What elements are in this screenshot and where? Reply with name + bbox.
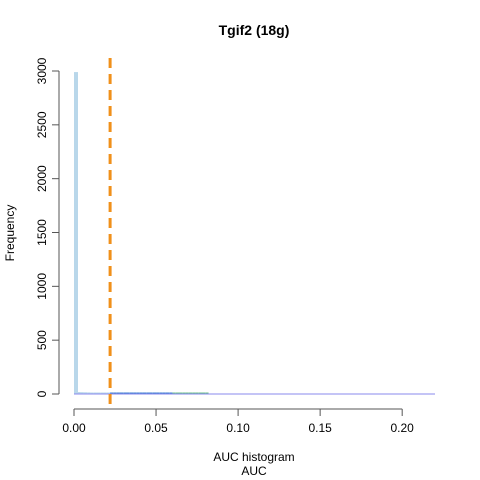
histogram-bar [113, 392, 117, 394]
histogram-bar [198, 392, 202, 394]
histogram-bar [123, 392, 127, 394]
histogram-bar [110, 392, 114, 394]
histogram-bar [152, 392, 157, 394]
x-tick-label: 0.20 [391, 421, 415, 435]
y-tick-label: 2500 [35, 111, 49, 138]
chart-title: Tgif2 (18g) [219, 22, 290, 38]
histogram-bar [103, 392, 107, 394]
histogram-bar [100, 392, 104, 394]
histogram-bar [159, 392, 163, 394]
histogram-bar [192, 392, 196, 394]
y-tick-label: 500 [35, 330, 49, 350]
histogram-bar [74, 72, 78, 395]
histogram-bar [182, 392, 186, 394]
histogram-bar [83, 392, 88, 394]
histogram-bar [169, 392, 173, 394]
histogram-bar [188, 392, 193, 394]
x-axis-label: AUC histogram [213, 450, 294, 464]
histogram-bar [106, 392, 111, 394]
histogram-bar [133, 392, 137, 394]
y-axis: 0 500 1000 1500 2000 2500 3000 [35, 57, 60, 397]
histogram-bar [185, 392, 189, 394]
histogram-bar [165, 392, 170, 394]
histogram-bar [139, 392, 143, 394]
histogram-bar [205, 392, 209, 394]
histogram-bar [87, 392, 91, 394]
y-tick-label: 3000 [35, 57, 49, 84]
histogram-bar [156, 392, 160, 394]
y-tick-label: 2000 [35, 165, 49, 192]
histogram-bar [179, 392, 183, 394]
histogram-bar [175, 392, 180, 394]
histogram-bar [195, 392, 199, 394]
x-tick-label: 0.15 [308, 421, 332, 435]
x-tick-label: 0.10 [226, 421, 250, 435]
x-tick-label: 0.05 [144, 421, 168, 435]
histogram-bar [90, 392, 94, 394]
histogram-bar [80, 392, 84, 394]
x-tick-label: 0.00 [62, 421, 86, 435]
histogram-bar [142, 392, 147, 394]
y-axis-label: Frequency [3, 205, 17, 262]
histogram-bars [74, 72, 209, 395]
histogram-bar [93, 392, 97, 394]
histogram-bar [136, 392, 140, 394]
histogram-bar [146, 392, 150, 394]
histogram-bar [201, 392, 206, 394]
histogram-bar [162, 392, 166, 394]
x-axis: 0.00 0.05 0.10 0.15 0.20 [62, 408, 415, 435]
histogram-bar [172, 392, 176, 394]
histogram-bar [149, 392, 153, 394]
x-axis-label-secondary: AUC [241, 464, 267, 478]
histogram-bar [129, 392, 134, 394]
y-tick-label: 1000 [35, 273, 49, 300]
y-tick-label: 1500 [35, 219, 49, 246]
histogram-bar [126, 392, 130, 394]
y-tick-label: 0 [35, 390, 49, 397]
histogram-bar [77, 392, 81, 394]
histogram-bar [119, 392, 124, 394]
histogram-bar [96, 392, 101, 394]
histogram-bar [116, 392, 120, 394]
